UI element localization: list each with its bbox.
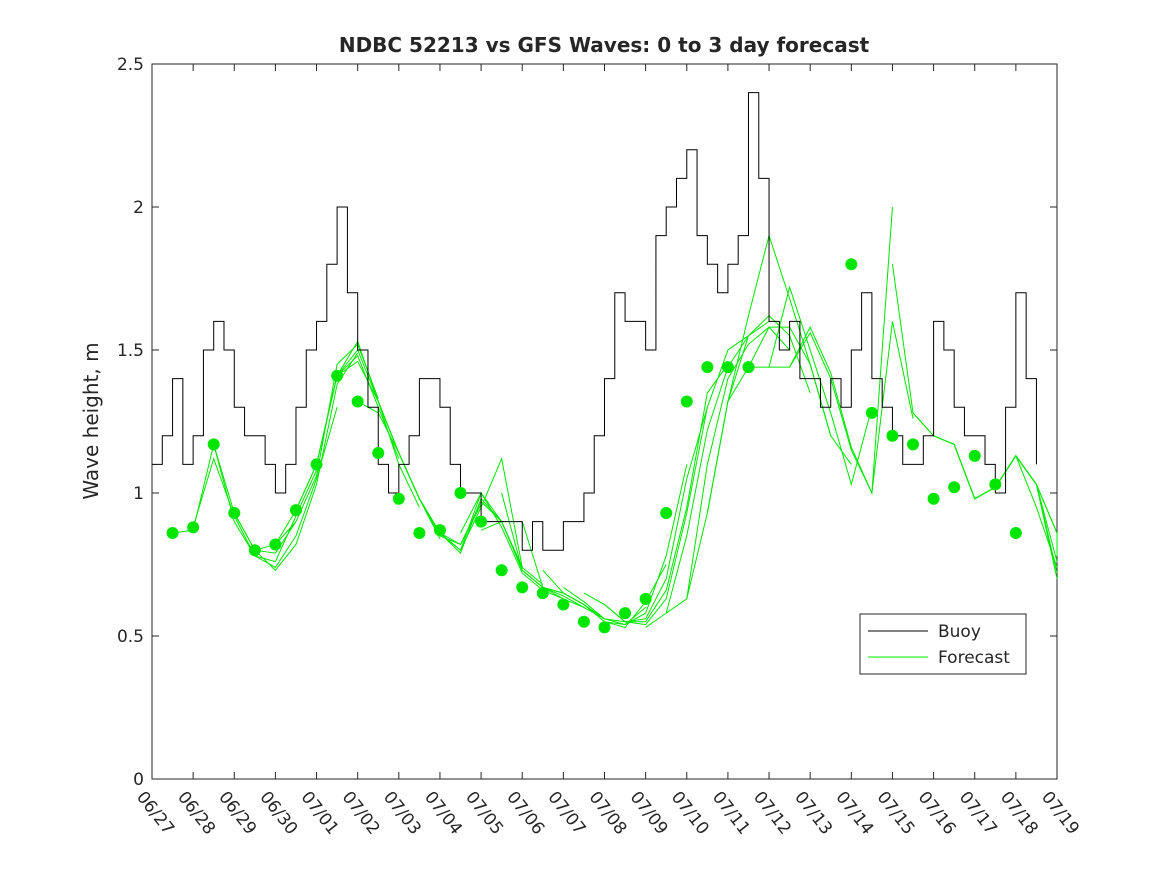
forecast-point [248,544,261,557]
x-tick-label: 07/08 [585,788,631,839]
x-tick-label: 07/04 [420,788,466,839]
x-tick-label: 06/30 [255,788,301,839]
forecast-point [228,507,241,520]
forecast-point [742,361,755,374]
forecast-point [557,598,570,611]
forecast-run-line [994,454,1058,562]
forecast-point [207,438,220,451]
y-tick-label: 0 [133,770,144,790]
forecast-point [886,429,899,442]
forecast-point [495,564,508,577]
forecast-point [516,581,529,594]
forecast-point [454,487,467,499]
forecast-run-line [563,464,688,626]
forecast-point [577,615,590,628]
forecast-point [989,478,1002,491]
forecast-point [392,492,405,505]
forecast-point [845,258,858,271]
x-tick-label: 07/03 [379,788,425,839]
forecast-point [413,527,426,540]
x-tick-label: 07/10 [667,788,713,839]
forecast-point [187,521,200,534]
chart-title: NDBC 52213 vs GFS Waves: 0 to 3 day fore… [339,33,870,57]
x-tick-label: 06/29 [214,788,260,839]
x-tick-label: 07/02 [338,788,384,839]
forecast-point [433,524,446,537]
forecast-point [310,458,323,471]
forecast-run-line [686,314,811,599]
forecast-point [680,395,693,408]
x-tick-label: 07/09 [626,788,672,839]
forecast-run-line [624,335,749,626]
x-tick-label: 07/06 [502,788,548,839]
forecast-point [331,369,344,382]
x-tick-label: 07/12 [749,788,795,839]
forecast-point [351,395,364,408]
forecast-point [968,449,981,462]
legend-box [859,613,1027,675]
x-tick-label: 06/27 [132,788,178,839]
x-tick-label: 07/11 [708,788,754,839]
buoy-line [152,92,1037,551]
forecast-point [907,438,920,451]
forecast-run-line [172,442,297,554]
forecast-run-line [336,360,461,551]
legend: Buoy Forecast [859,613,1027,675]
x-tick-label: 07/07 [543,788,589,839]
forecast-point [721,361,734,374]
forecast-point [536,587,549,600]
x-tick-label: 07/15 [873,788,919,839]
y-axis-label: Wave height, m [79,342,103,499]
forecast-point [660,507,673,520]
forecast-point [865,406,878,419]
forecast-point [639,592,652,605]
x-tick-label: 07/19 [1037,788,1083,839]
legend-buoy-label: Buoy [938,622,981,642]
x-tick-label: 07/18 [996,788,1042,839]
forecast-point [598,621,611,634]
forecast-run-line [789,321,914,495]
y-tick-label: 0.5 [117,627,144,647]
forecast-point [289,504,302,517]
x-tick-label: 07/17 [955,788,1001,839]
forecast-point [948,481,961,494]
x-tick-label: 07/13 [790,788,836,839]
plot-area: 00.511.522.506/2706/2806/2906/3007/0107/… [117,55,1083,839]
x-tick-label: 07/14 [831,788,877,839]
forecast-point [475,515,488,528]
forecast-point [372,446,385,459]
legend-forecast-label: Forecast [938,648,1010,668]
x-tick-label: 07/05 [461,788,507,839]
forecast-point [1009,527,1022,540]
y-tick-label: 2.5 [117,55,144,75]
x-tick-label: 06/28 [173,788,219,839]
forecast-run-line [1035,484,1058,579]
forecast-point [166,527,179,540]
forecast-run-line [213,407,338,569]
forecast-point [269,538,282,551]
y-tick-label: 1.5 [117,341,144,361]
x-tick-label: 07/01 [297,788,343,839]
forecast-point [701,361,714,374]
y-tick-label: 1 [133,484,144,504]
forecast-point [619,607,632,620]
y-tick-label: 2 [133,198,144,218]
x-tick-label: 07/16 [914,788,960,839]
forecast-run-line [254,343,379,551]
forecast-point [927,492,940,505]
